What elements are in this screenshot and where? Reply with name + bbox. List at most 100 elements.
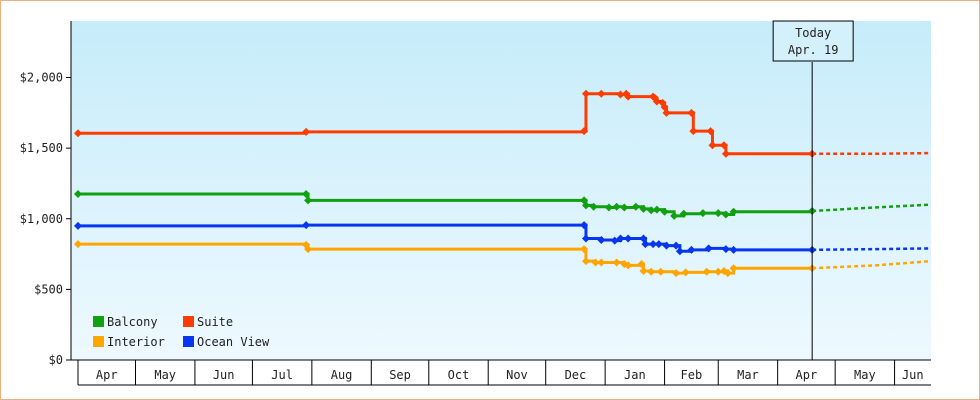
data-point (624, 92, 633, 101)
data-point (641, 240, 650, 249)
data-point (612, 258, 621, 267)
data-point (679, 209, 688, 218)
data-point (714, 209, 723, 218)
x-tick-label: May (154, 368, 176, 382)
data-point (721, 210, 730, 219)
data-point (672, 269, 681, 278)
today-label: Apr. 19 (788, 43, 839, 57)
y-axis-ticks: $0 $500 $1,000 $1,500 $2,000 (20, 21, 72, 367)
data-point (597, 235, 606, 244)
legend: Balcony Suite Interior Ocean View (93, 315, 270, 349)
x-tick-label: Oct (448, 368, 470, 382)
y-tick-label: $1,500 (20, 141, 63, 155)
data-point (74, 190, 82, 199)
data-point (74, 129, 82, 138)
data-point (675, 247, 684, 256)
data-point (672, 241, 681, 250)
data-point (729, 207, 738, 216)
x-tick-label: May (854, 368, 876, 382)
today-marker: Today Apr. 19 (772, 20, 854, 360)
legend-item: Ocean View (183, 335, 270, 349)
legend-swatch (93, 316, 104, 327)
x-tick-label: Jul (271, 368, 293, 382)
series-ocean-view (74, 221, 932, 256)
data-point (647, 206, 656, 215)
y-tick-label: $0 (49, 353, 63, 367)
data-point (597, 89, 606, 98)
data-point (581, 257, 590, 266)
data-point (706, 127, 715, 136)
series-suite (74, 89, 932, 158)
data-point (597, 258, 606, 267)
legend-item: Balcony (93, 315, 158, 329)
data-point (604, 203, 613, 212)
data-point (581, 89, 590, 98)
data-point (698, 209, 707, 218)
data-point (624, 261, 633, 270)
today-box (772, 20, 854, 62)
data-point (702, 267, 711, 276)
data-point (687, 245, 696, 254)
data-point (729, 245, 738, 254)
x-tick-label: Jun (902, 368, 924, 382)
series-balcony (74, 190, 932, 220)
legend-swatch (183, 316, 194, 327)
series-forecast-line (812, 151, 932, 156)
data-point (662, 108, 671, 117)
data-point (721, 245, 730, 254)
data-point (729, 264, 738, 273)
series-forecast-line (812, 259, 932, 270)
data-point (302, 127, 311, 136)
x-tick-label: Nov (506, 368, 528, 382)
data-point (581, 234, 590, 243)
legend-label: Ocean View (197, 335, 270, 349)
legend-item: Suite (183, 315, 233, 329)
data-point (580, 245, 589, 254)
series-forecast-line (812, 203, 932, 213)
y-tick-label: $500 (34, 282, 63, 296)
data-point (649, 240, 658, 249)
x-tick-label: Mar (737, 368, 759, 382)
x-tick-label: Jun (213, 368, 235, 382)
data-point (660, 207, 669, 216)
x-tick-label: Jan (624, 368, 646, 382)
plot-background (71, 21, 931, 360)
data-point (639, 267, 648, 276)
data-point (708, 141, 717, 150)
data-point (302, 190, 311, 199)
data-point (637, 259, 646, 268)
data-point (719, 141, 728, 150)
x-tick-label: Apr (796, 368, 818, 382)
data-point (652, 97, 661, 106)
data-point (714, 267, 723, 276)
data-point (687, 108, 696, 117)
data-point (654, 240, 663, 249)
data-point (656, 267, 665, 276)
data-point (304, 196, 313, 205)
data-point (662, 241, 671, 250)
data-point (652, 205, 661, 214)
legend-item: Interior (93, 335, 165, 349)
data-point (624, 234, 633, 243)
x-tick-label: Apr (96, 368, 118, 382)
data-point (721, 149, 730, 158)
data-point (620, 203, 629, 212)
data-point (581, 201, 590, 210)
x-axis: Apr May Jun Jul Aug Sep Oct Nov Dec Jan Feb Mar Apr M… (71, 359, 931, 386)
legend-label: Suite (197, 315, 233, 329)
data-point (580, 221, 589, 230)
legend-swatch (93, 336, 104, 347)
legend-label: Balcony (107, 315, 158, 329)
data-point (616, 234, 625, 243)
data-point (591, 258, 600, 267)
data-point (647, 267, 656, 276)
data-point (304, 245, 313, 254)
data-point (74, 240, 82, 249)
data-point (74, 221, 82, 230)
data-point (681, 268, 690, 277)
data-point (689, 127, 698, 136)
data-point (580, 127, 589, 136)
series-layer (74, 89, 932, 278)
